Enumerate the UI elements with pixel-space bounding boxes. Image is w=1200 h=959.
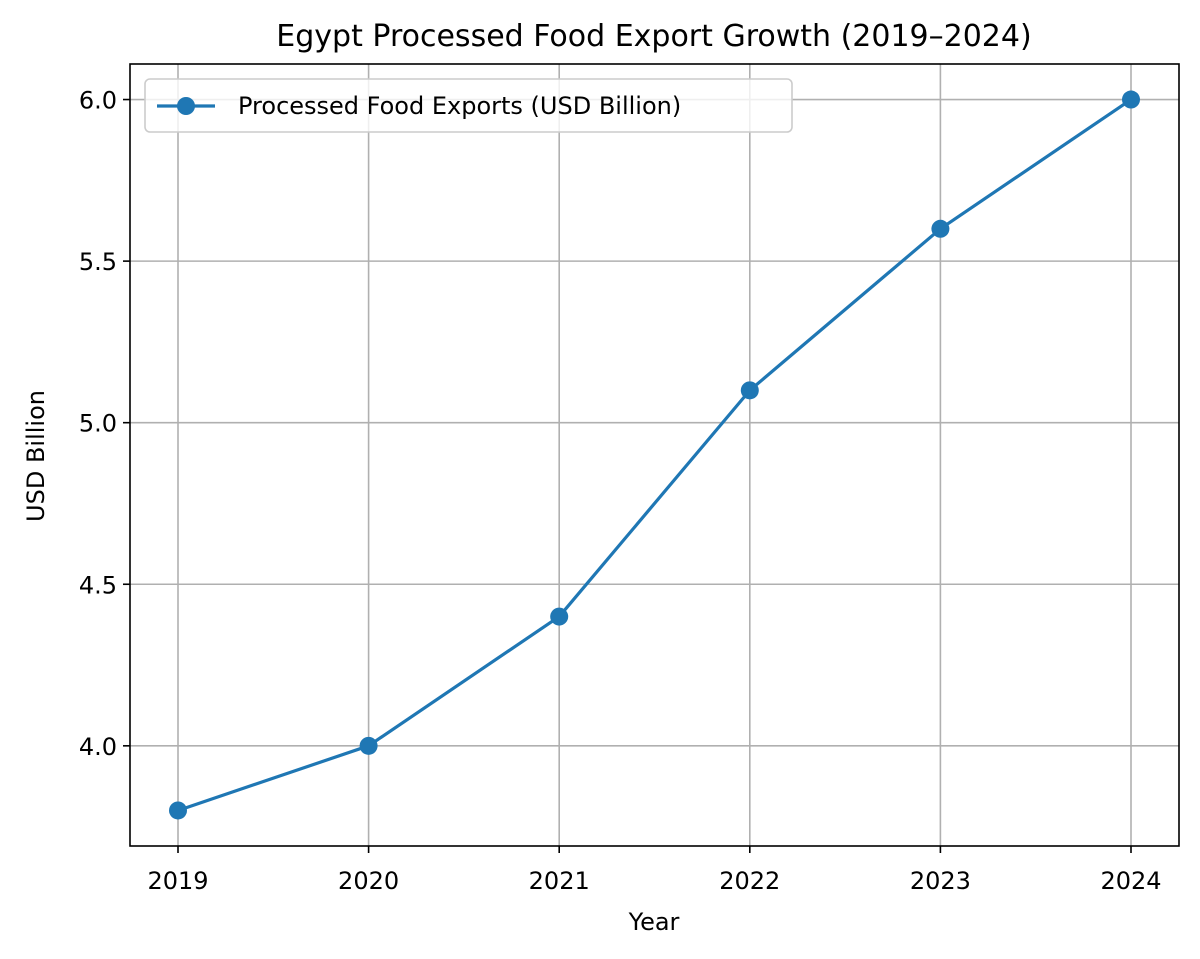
chart-title: Egypt Processed Food Export Growth (2019… [276,19,1031,54]
y-axis-ticks: 4.0 4.5 5.0 5.5 6.0 [79,87,130,761]
legend-label: Processed Food Exports (USD Billion) [238,92,681,120]
x-axis-ticks: 2019 2020 2021 2022 2023 2024 [147,846,1162,895]
x-axis-label: Year [628,908,680,936]
x-tick-label: 2020 [338,867,399,895]
x-tick-label: 2023 [910,867,971,895]
y-tick-label: 5.0 [79,410,117,438]
legend-box [144,78,793,133]
x-tick-label: 2024 [1100,867,1161,895]
data-point-marker [359,736,378,755]
legend: Processed Food Exports (USD Billion) [144,78,793,133]
y-tick-label: 6.0 [79,87,117,115]
plot-frame [129,63,1180,847]
y-tick-label: 5.5 [79,248,117,276]
x-tick-label: 2019 [147,867,208,895]
legend-marker-swatch [177,97,195,115]
data-point-marker [550,607,569,626]
y-axis-label: USD Billion [22,390,50,522]
series-line [177,98,1132,812]
data-point-marker [740,381,759,400]
x-tick-label: 2021 [529,867,590,895]
data-point-marker [931,219,950,238]
x-tick-label: 2022 [719,867,780,895]
series-layer [169,90,1140,820]
y-tick-label: 4.0 [79,733,117,761]
data-point-marker [169,801,187,820]
y-tick-label: 4.5 [79,571,117,599]
data-point-marker [1122,90,1140,109]
